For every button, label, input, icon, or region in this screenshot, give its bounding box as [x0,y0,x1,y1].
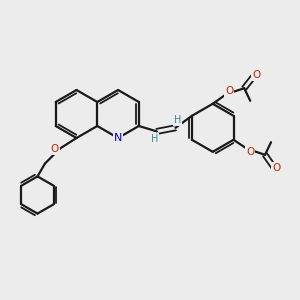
Text: H: H [151,134,158,144]
Text: O: O [246,147,254,157]
Text: O: O [272,163,281,173]
Text: O: O [225,86,233,96]
Text: O: O [252,70,260,80]
Text: H: H [174,115,182,125]
Text: N: N [114,133,122,143]
Text: O: O [50,144,59,154]
